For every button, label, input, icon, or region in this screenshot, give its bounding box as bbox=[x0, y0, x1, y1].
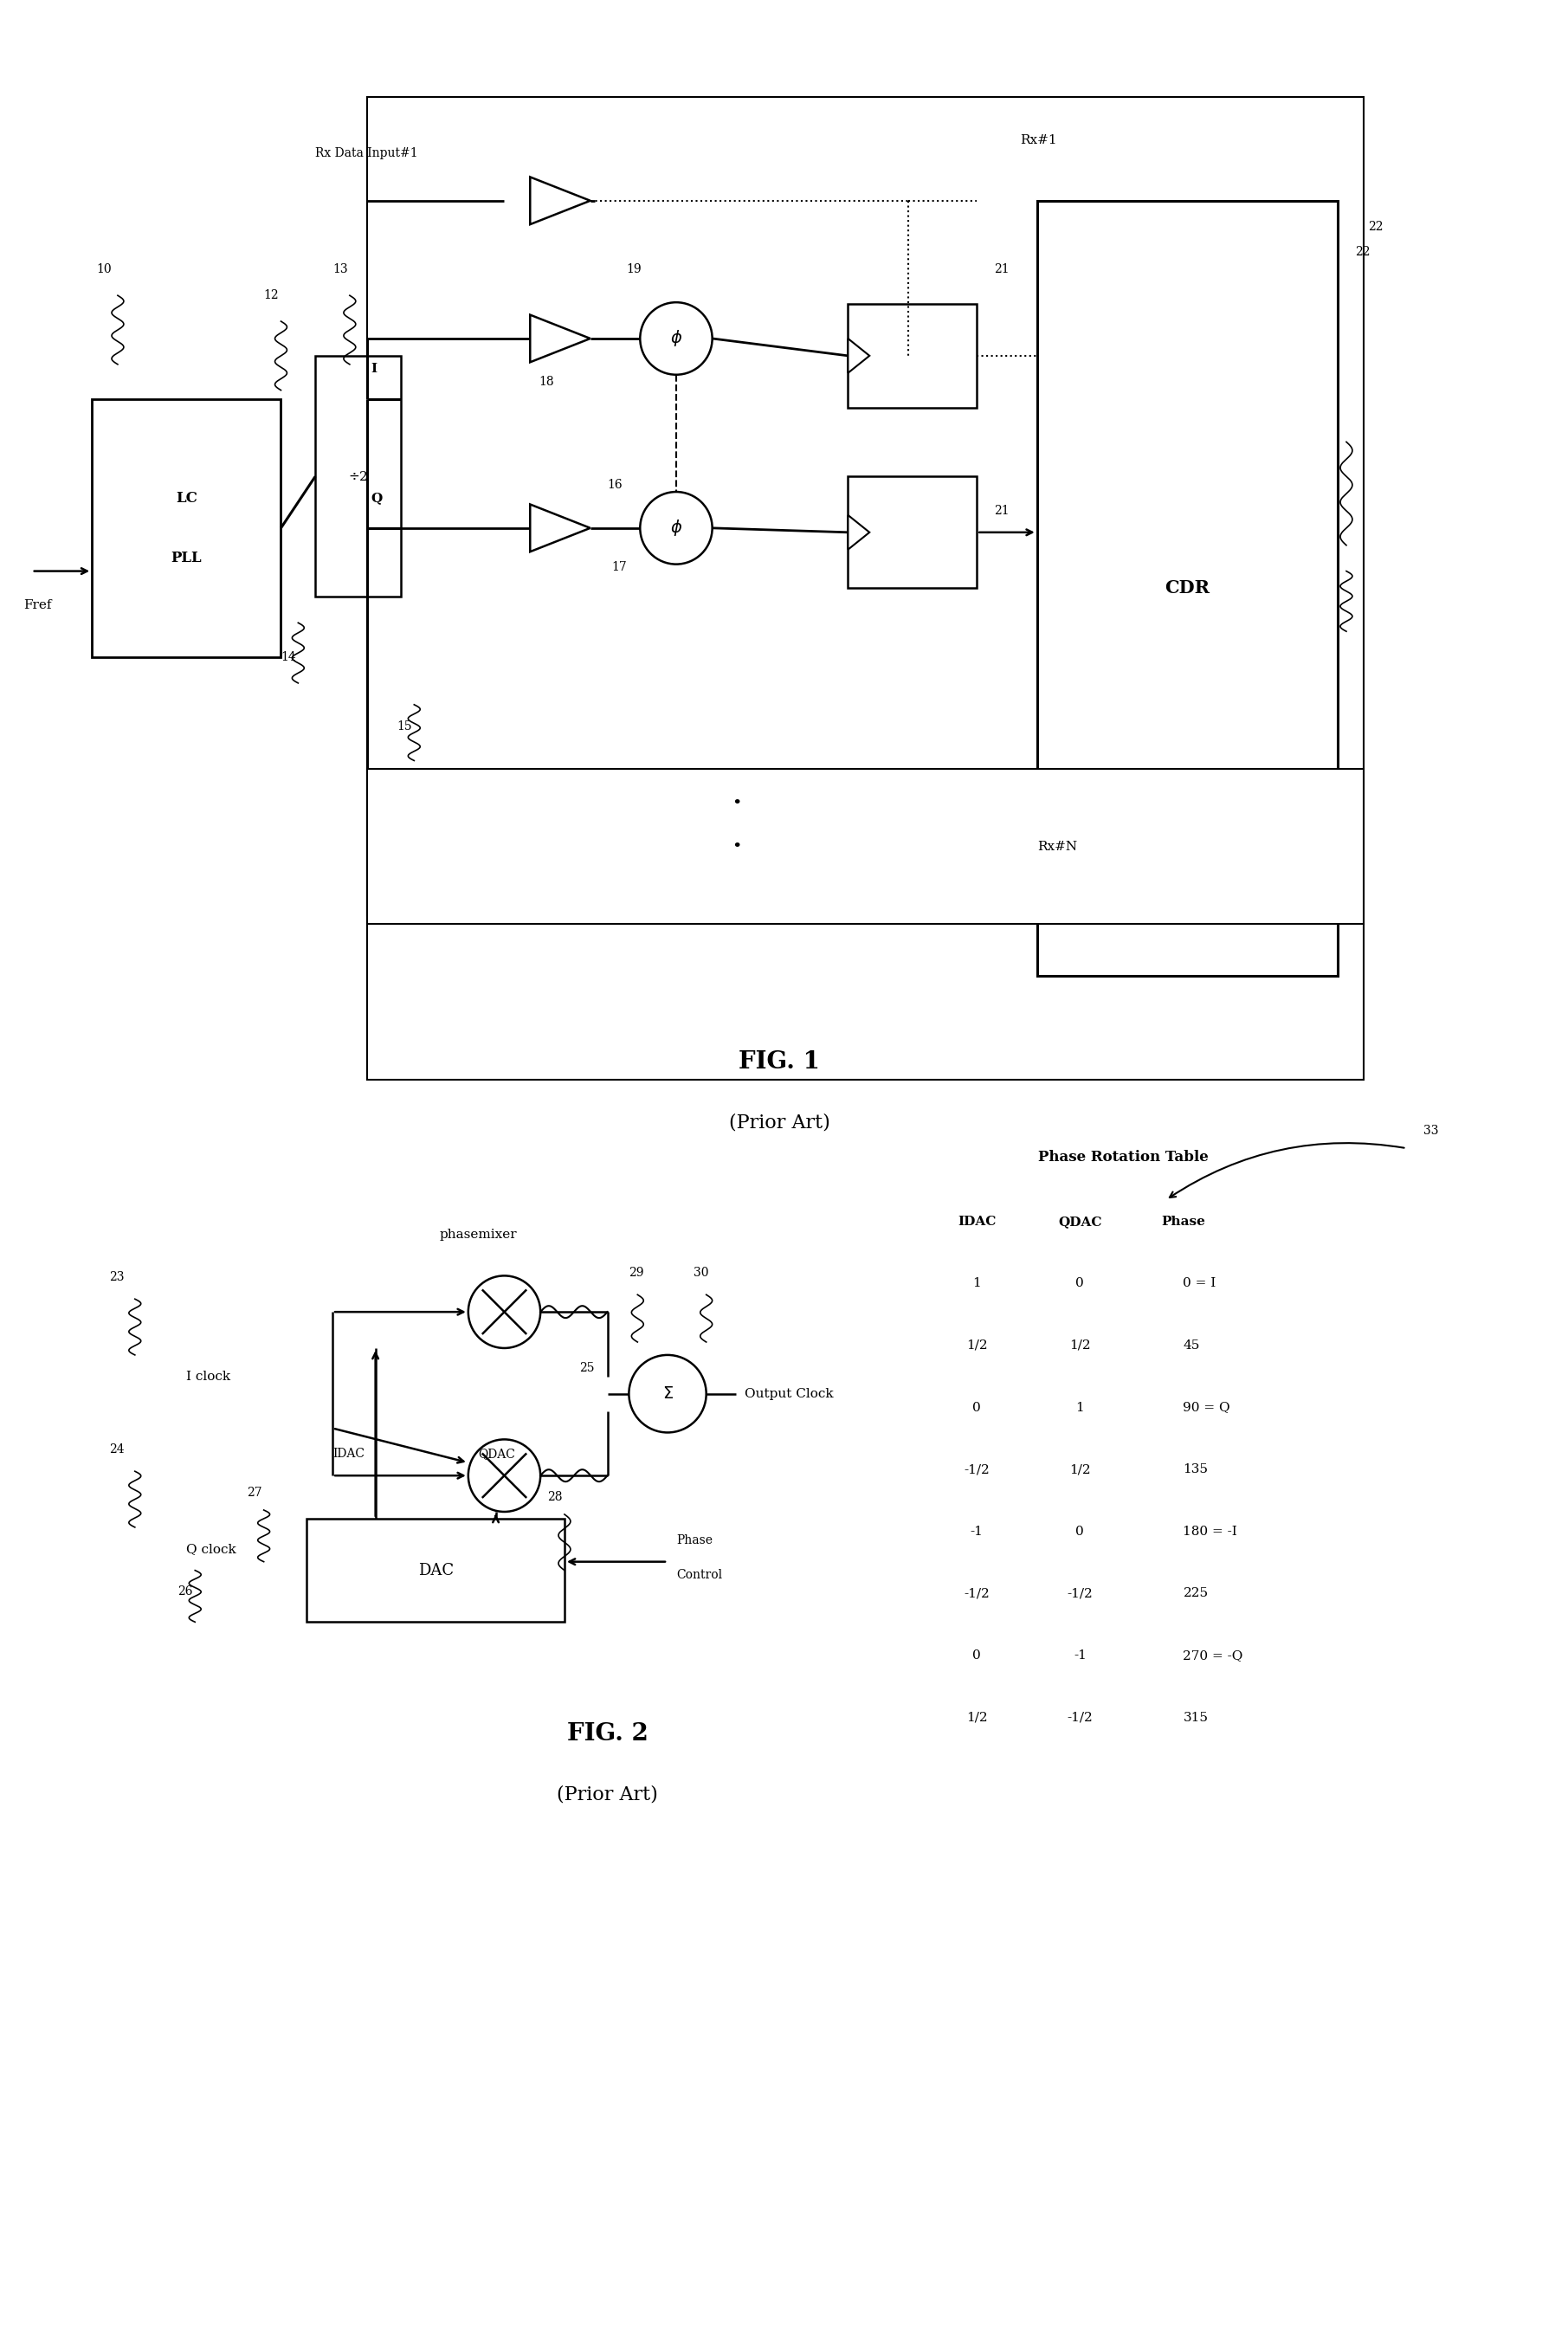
Circle shape bbox=[469, 1439, 541, 1511]
Text: 17: 17 bbox=[612, 560, 627, 572]
Text: CDR: CDR bbox=[1165, 579, 1210, 597]
Text: Output Clock: Output Clock bbox=[745, 1387, 834, 1399]
Text: Q clock: Q clock bbox=[187, 1542, 237, 1556]
Circle shape bbox=[469, 1275, 541, 1347]
Text: 0: 0 bbox=[972, 1401, 982, 1413]
Text: Control: Control bbox=[676, 1567, 723, 1582]
Text: Q: Q bbox=[372, 492, 383, 504]
Text: 270 = -Q: 270 = -Q bbox=[1184, 1649, 1243, 1661]
Text: LC: LC bbox=[176, 490, 198, 506]
Text: I clock: I clock bbox=[187, 1371, 230, 1382]
Text: 26: 26 bbox=[177, 1586, 193, 1598]
Text: 1/2: 1/2 bbox=[966, 1340, 988, 1352]
Text: 29: 29 bbox=[629, 1268, 644, 1279]
Text: phasemixer: phasemixer bbox=[439, 1228, 517, 1239]
Text: -1: -1 bbox=[1074, 1649, 1087, 1661]
Text: 1: 1 bbox=[972, 1277, 982, 1289]
Bar bbox=[848, 476, 977, 588]
Text: 22: 22 bbox=[1355, 246, 1370, 258]
Text: 45: 45 bbox=[1184, 1340, 1200, 1352]
Text: IDAC: IDAC bbox=[958, 1216, 996, 1228]
Text: •: • bbox=[731, 839, 742, 855]
Bar bbox=[848, 305, 977, 408]
Text: Phase: Phase bbox=[676, 1535, 712, 1546]
Text: PLL: PLL bbox=[171, 551, 202, 565]
Text: 19: 19 bbox=[627, 262, 641, 276]
Text: 14: 14 bbox=[281, 651, 296, 663]
Text: 0: 0 bbox=[1076, 1525, 1083, 1537]
Bar bbox=[367, 98, 1364, 1080]
Text: 0 = I: 0 = I bbox=[1184, 1277, 1217, 1289]
Polygon shape bbox=[848, 515, 870, 551]
Text: 22: 22 bbox=[1367, 220, 1383, 232]
Text: FIG. 1: FIG. 1 bbox=[739, 1050, 820, 1073]
Text: 27: 27 bbox=[246, 1488, 262, 1500]
Text: 25: 25 bbox=[580, 1361, 594, 1373]
Text: 21: 21 bbox=[994, 262, 1010, 276]
Text: Rx Data Input#1: Rx Data Input#1 bbox=[315, 148, 419, 159]
Text: I: I bbox=[372, 363, 378, 375]
Text: $\Sigma$: $\Sigma$ bbox=[662, 1387, 673, 1401]
Text: 180 = -I: 180 = -I bbox=[1184, 1525, 1237, 1537]
Bar bbox=[367, 769, 1364, 923]
Circle shape bbox=[640, 492, 712, 565]
Text: 10: 10 bbox=[96, 262, 111, 276]
Circle shape bbox=[629, 1354, 706, 1432]
Text: 15: 15 bbox=[397, 719, 412, 733]
Text: 28: 28 bbox=[547, 1490, 563, 1504]
Text: (Prior Art): (Prior Art) bbox=[729, 1113, 829, 1132]
Text: 0: 0 bbox=[1076, 1277, 1083, 1289]
Text: -1/2: -1/2 bbox=[964, 1589, 989, 1600]
Text: IDAC: IDAC bbox=[332, 1448, 364, 1460]
Text: (Prior Art): (Prior Art) bbox=[557, 1785, 659, 1804]
Text: Phase: Phase bbox=[1160, 1216, 1206, 1228]
Text: DAC: DAC bbox=[417, 1563, 453, 1579]
Text: -1/2: -1/2 bbox=[1068, 1713, 1093, 1724]
Text: 90 = Q: 90 = Q bbox=[1184, 1401, 1231, 1413]
Polygon shape bbox=[848, 337, 870, 373]
Text: 23: 23 bbox=[110, 1272, 124, 1284]
Polygon shape bbox=[530, 504, 590, 551]
Text: 1/2: 1/2 bbox=[966, 1713, 988, 1724]
Text: 0: 0 bbox=[972, 1649, 982, 1661]
Text: -1/2: -1/2 bbox=[964, 1464, 989, 1476]
Text: FIG. 2: FIG. 2 bbox=[566, 1722, 648, 1746]
Circle shape bbox=[640, 302, 712, 375]
Bar bbox=[307, 1518, 564, 1621]
Text: •: • bbox=[731, 797, 742, 811]
Text: QDAC: QDAC bbox=[478, 1448, 516, 1460]
Polygon shape bbox=[530, 178, 590, 225]
Bar bbox=[1036, 201, 1338, 977]
Text: $\phi$: $\phi$ bbox=[670, 518, 682, 539]
Text: 30: 30 bbox=[693, 1268, 709, 1279]
Text: 16: 16 bbox=[607, 478, 622, 492]
Bar bbox=[315, 356, 401, 597]
Polygon shape bbox=[530, 314, 590, 363]
Text: 225: 225 bbox=[1184, 1589, 1209, 1600]
Text: 12: 12 bbox=[263, 291, 279, 302]
Bar bbox=[93, 398, 281, 658]
Text: Rx#N: Rx#N bbox=[1036, 841, 1077, 853]
Text: 1/2: 1/2 bbox=[1069, 1464, 1091, 1476]
Text: -1/2: -1/2 bbox=[1068, 1589, 1093, 1600]
Text: QDAC: QDAC bbox=[1058, 1216, 1102, 1228]
Text: $\div$2: $\div$2 bbox=[348, 471, 368, 483]
Text: 135: 135 bbox=[1184, 1464, 1209, 1476]
Text: Phase Rotation Table: Phase Rotation Table bbox=[1038, 1150, 1207, 1164]
Text: Rx#1: Rx#1 bbox=[1019, 134, 1057, 148]
Text: 24: 24 bbox=[110, 1443, 124, 1455]
Text: 18: 18 bbox=[539, 375, 554, 387]
Text: $\phi$: $\phi$ bbox=[670, 328, 682, 349]
Text: 315: 315 bbox=[1184, 1713, 1209, 1724]
Text: 13: 13 bbox=[332, 262, 348, 276]
Text: 21: 21 bbox=[994, 504, 1010, 518]
Text: 1/2: 1/2 bbox=[1069, 1340, 1091, 1352]
Text: 33: 33 bbox=[1424, 1125, 1439, 1136]
Text: 1: 1 bbox=[1076, 1401, 1083, 1413]
Text: Fref: Fref bbox=[24, 600, 52, 612]
Text: -1: -1 bbox=[971, 1525, 983, 1537]
